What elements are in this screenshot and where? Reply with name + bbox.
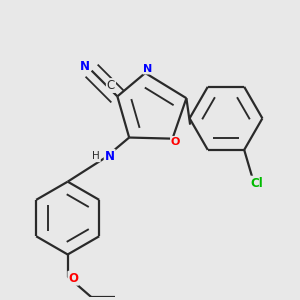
Text: O: O: [171, 137, 180, 147]
Text: N: N: [105, 150, 115, 163]
Text: H: H: [92, 151, 100, 161]
Text: C: C: [107, 79, 115, 92]
Text: N: N: [80, 60, 90, 73]
Text: Cl: Cl: [250, 177, 263, 190]
Text: N: N: [143, 64, 152, 74]
Text: O: O: [68, 272, 78, 285]
